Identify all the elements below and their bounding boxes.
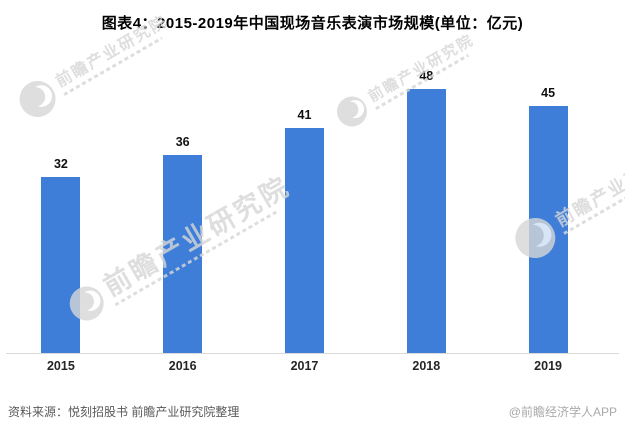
bar-2016: [163, 155, 203, 353]
bar-2018: [406, 89, 446, 353]
bar-2017: [284, 127, 324, 353]
bar-value-label: 36: [175, 135, 190, 149]
bar-column: 36: [122, 60, 244, 353]
bar-value-label: 45: [541, 85, 556, 100]
source-note: 资料来源：悦刻招股书 前瞻产业研究院整理: [8, 405, 240, 419]
x-axis-line: [6, 353, 619, 354]
bar-value-label: 41: [297, 107, 312, 122]
x-tick-label: 2019: [534, 359, 562, 373]
bar-column: 48: [365, 60, 487, 353]
x-tick-label: 2016: [168, 359, 197, 373]
bar-column: 45: [487, 60, 609, 353]
chart-title: 图表4：2015-2019年中国现场音乐表演市场规模(单位：亿元): [101, 15, 524, 32]
plot-area: 32 36 41 48 45: [0, 60, 609, 353]
bar-value-label: 48: [419, 69, 434, 83]
x-tick-label: 2015: [46, 359, 75, 373]
footer: 资料来源：悦刻招股书 前瞻产业研究院整理 @前瞻经济学人APP: [8, 403, 617, 420]
x-tick-label: 2017: [290, 359, 319, 373]
bar-column: 41: [244, 60, 366, 353]
bars-container: 32 36 41 48 45: [0, 60, 609, 353]
credit-note: @前瞻经济学人APP: [508, 405, 617, 419]
bar-value-label: 32: [53, 157, 68, 171]
x-axis-labels: 2015 2016 2017 2018 2019: [0, 359, 609, 373]
bar-2015: [41, 177, 81, 353]
x-tick-label: 2018: [412, 359, 441, 373]
bar-2019: [528, 105, 568, 353]
bar-column: 32: [0, 60, 122, 353]
